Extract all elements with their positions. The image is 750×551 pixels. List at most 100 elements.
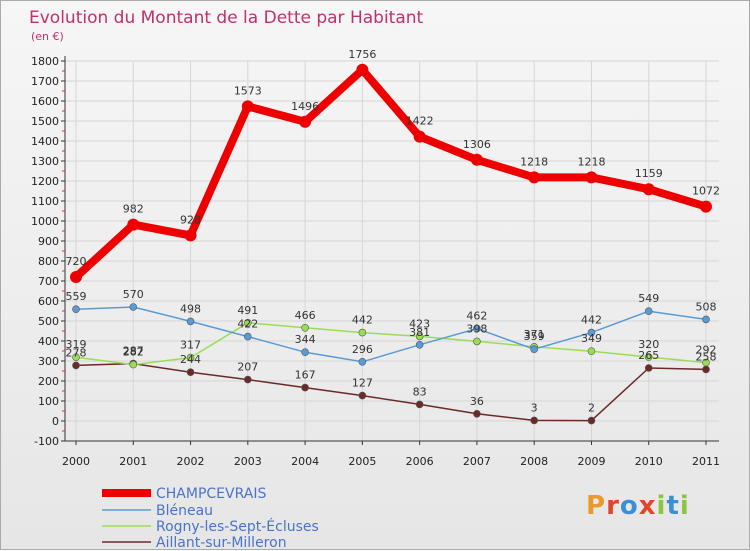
x-tick-label: 2011 <box>692 455 720 468</box>
data-label: 1756 <box>348 48 376 61</box>
x-tick-label: 2001 <box>119 455 147 468</box>
data-label: 442 <box>581 314 602 327</box>
data-label: 1218 <box>577 155 605 168</box>
grid-lines <box>65 60 719 442</box>
data-point <box>186 317 195 326</box>
logo-letter: t <box>666 491 680 521</box>
x-tick-label: 2009 <box>577 455 605 468</box>
y-tick-label: 0 <box>52 415 59 428</box>
y-axis-ticks: -100 0 100 200 300 400 500 600 700 800 900 1000 1100… <box>31 55 65 448</box>
data-label: 320 <box>638 338 659 351</box>
data-point <box>299 115 312 128</box>
data-label: 36 <box>470 395 484 408</box>
chart-subtitle: (en €) <box>31 30 64 43</box>
data-point <box>186 353 195 362</box>
x-tick-label: 2002 <box>177 455 205 468</box>
data-point <box>186 368 195 377</box>
axes <box>64 56 719 442</box>
y-tick-label: 500 <box>38 315 59 328</box>
data-point <box>587 347 596 356</box>
y-tick-label: 100 <box>38 395 59 408</box>
x-tick-label: 2007 <box>463 455 491 468</box>
data-point <box>244 375 252 384</box>
data-label: 287 <box>123 345 144 358</box>
data-point <box>415 400 424 409</box>
data-label: 559 <box>66 290 87 303</box>
y-tick-label: 600 <box>38 295 59 308</box>
x-tick-label: 2005 <box>348 455 376 468</box>
data-label: 319 <box>66 338 87 351</box>
data-label: 258 <box>696 350 717 363</box>
data-point <box>244 332 252 341</box>
data-point <box>473 409 481 418</box>
series-layer <box>70 63 712 425</box>
legend: CHAMPCEVRAISBléneauRogny-les-Sept-Écluse… <box>102 486 319 551</box>
logo-letter: o <box>619 491 639 521</box>
data-labels: 278 287 244 207 167 127 83 36 3 2 265 258 319 282 317 4… <box>66 48 721 415</box>
data-label: 282 <box>123 346 144 359</box>
x-axis-ticks: 2000 2001 2002 2003 2004 2005 2006 2007 2008 2009… <box>62 441 720 468</box>
data-label: 508 <box>696 300 717 313</box>
y-tick-label: -100 <box>34 435 59 448</box>
data-label: 278 <box>66 346 87 359</box>
data-point <box>415 340 424 349</box>
data-label: 127 <box>352 377 373 390</box>
data-point <box>301 323 309 332</box>
y-tick-label: 1600 <box>31 95 59 108</box>
data-point <box>358 357 367 366</box>
data-label: 207 <box>237 361 258 374</box>
data-point <box>700 200 712 213</box>
data-label: 349 <box>581 332 602 345</box>
data-point <box>702 365 710 374</box>
data-point <box>470 153 483 166</box>
data-point <box>473 337 481 346</box>
data-label: 83 <box>413 385 427 398</box>
legend-label: Aillant-sur-Milleron <box>156 535 287 551</box>
data-label: 1573 <box>234 84 262 97</box>
data-point <box>184 229 197 242</box>
data-point <box>530 416 538 425</box>
data-label: 167 <box>295 369 316 382</box>
data-label: 1072 <box>692 185 720 198</box>
data-label: 359 <box>524 330 545 343</box>
data-label: 1218 <box>520 155 548 168</box>
x-tick-label: 2000 <box>62 455 90 468</box>
data-label: 491 <box>237 304 258 317</box>
data-label: 2 <box>588 402 595 415</box>
data-point <box>702 315 710 324</box>
data-label: 371 <box>524 328 545 341</box>
data-label: 244 <box>180 353 201 366</box>
y-tick-label: 300 <box>38 355 59 368</box>
data-point <box>129 360 138 369</box>
data-label: 296 <box>352 343 373 356</box>
data-label: 570 <box>123 288 144 301</box>
data-label: 1306 <box>463 138 491 151</box>
data-point <box>528 171 541 184</box>
legend-label: Bléneau <box>156 503 213 519</box>
data-label: 928 <box>180 213 201 226</box>
data-label: 292 <box>696 344 717 357</box>
data-point <box>244 318 252 327</box>
legend-label: CHAMPCEVRAIS <box>156 486 266 502</box>
data-point <box>644 307 653 316</box>
data-label: 317 <box>180 339 201 352</box>
data-point <box>301 348 309 357</box>
data-label: 422 <box>237 318 258 331</box>
data-label: 423 <box>409 317 430 330</box>
series-line <box>75 322 707 366</box>
x-tick-label: 2004 <box>291 455 319 468</box>
logo-letter: r <box>606 491 620 521</box>
data-label: 720 <box>66 255 87 268</box>
data-point <box>587 416 596 425</box>
data-point <box>358 328 367 337</box>
y-tick-label: 1100 <box>31 195 59 208</box>
data-label: 442 <box>352 314 373 327</box>
y-tick-label: 1700 <box>31 75 59 88</box>
data-point <box>473 324 481 333</box>
logo-letter: x <box>638 491 657 521</box>
data-label: 265 <box>638 349 659 362</box>
data-point <box>585 171 598 184</box>
data-point <box>642 183 655 196</box>
legend-label: Rogny-les-Sept-Écluses <box>156 518 319 535</box>
